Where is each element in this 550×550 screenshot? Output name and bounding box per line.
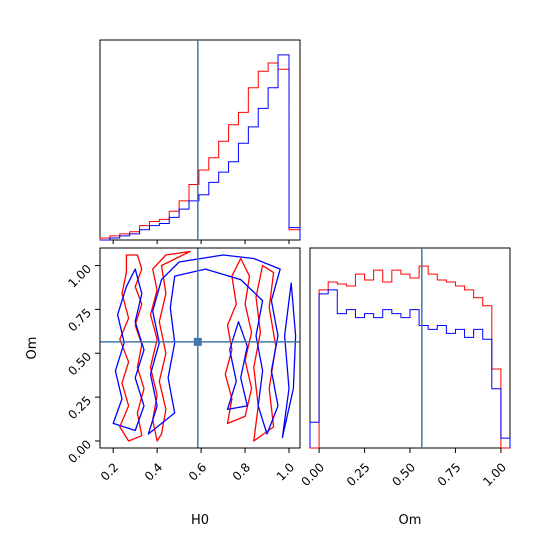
h0-top-ticks — [112, 240, 290, 244]
joint-y-tick-label-4: 1.00 — [65, 262, 94, 291]
om-x-tick-label-4: 1.00 — [480, 460, 509, 489]
om-x-tick-label-0: 0.00 — [298, 460, 327, 489]
panel-om-marginal: 0.00 0.25 0.50 0.75 1.00 Om — [298, 247, 511, 528]
joint-y-ticks: 0.00 0.25 0.50 0.75 1.00 — [65, 262, 100, 466]
contour-1-2 — [226, 321, 248, 411]
panel-h0-marginal-frame — [99, 39, 301, 241]
joint-y-tick-label-0: 0.00 — [65, 437, 94, 466]
contour-0-0 — [119, 254, 145, 442]
contour-0-1 — [149, 250, 191, 442]
panel-joint: 0.2 0.4 0.6 0.8 1.0 0.000.250.500.751.00 H0 … — [25, 247, 301, 528]
panel-h0-marginal — [99, 39, 301, 244]
joint-x-tick-label-2: 0.6 — [186, 460, 209, 483]
joint-truth-marker — [193, 337, 202, 346]
joint-x-tick-label-4: 1.0 — [274, 460, 297, 483]
joint-x-tick-label-3: 0.8 — [230, 460, 253, 483]
h0-histogram-series — [99, 54, 301, 241]
contour-0-3 — [253, 264, 277, 442]
contour-0-2 — [224, 257, 253, 425]
om-hist-series-1 — [309, 289, 511, 448]
joint-contours — [112, 250, 297, 442]
xlabel-h0: H0 — [191, 513, 209, 528]
om-x-tick-label-1: 0.25 — [344, 460, 373, 489]
joint-y-tick-label-1: 0.25 — [65, 393, 94, 422]
om-histogram-series — [309, 265, 511, 449]
h0-hist-series-0 — [99, 62, 301, 240]
joint-y-tick-label-2: 0.50 — [65, 349, 94, 378]
om-x-tick-label-3: 0.75 — [435, 460, 464, 489]
contour-1-3 — [281, 282, 297, 439]
om-x-tick-label-2: 0.50 — [389, 460, 418, 489]
joint-x-tick-label-1: 0.4 — [142, 460, 165, 483]
contour-1-0 — [112, 268, 145, 432]
joint-x-ticks: 0.2 0.4 0.6 0.8 1.0 — [98, 448, 297, 484]
joint-x-tick-label-0: 0.2 — [98, 460, 121, 483]
om-hist-series-0 — [310, 265, 510, 449]
om-x-ticks: 0.00 0.25 0.50 0.75 1.00 — [298, 448, 509, 489]
contour-1-1 — [147, 254, 281, 435]
xlabel-om: Om — [399, 513, 422, 528]
panel-joint-frame — [99, 247, 301, 449]
h0-hist-series-1 — [100, 54, 301, 241]
ylabel-om: Om — [25, 337, 40, 360]
joint-y-tick-label-3: 0.75 — [65, 306, 94, 335]
